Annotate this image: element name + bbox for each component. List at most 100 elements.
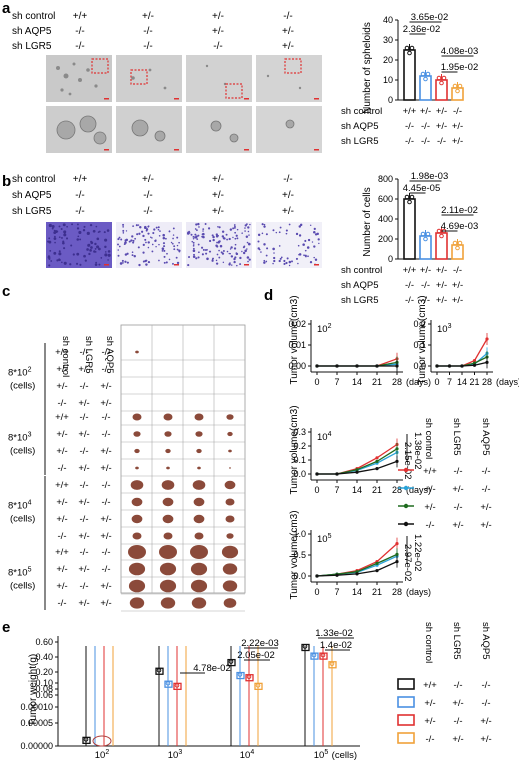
cell-dot	[51, 224, 55, 228]
cell-dot	[83, 254, 86, 258]
cell-dot	[286, 257, 289, 260]
y-tick-label: 10	[383, 75, 393, 85]
cell-dot	[134, 237, 137, 240]
cell-dot	[165, 237, 167, 240]
micrograph	[116, 55, 182, 102]
row-label: sh control	[341, 265, 382, 276]
cell-dot	[234, 256, 237, 259]
cell-dot	[195, 257, 198, 260]
cell-dot	[122, 262, 124, 264]
x-tick-label: 7	[334, 485, 339, 495]
data-point	[320, 652, 326, 658]
cell-dot	[263, 223, 266, 226]
data-point	[311, 652, 317, 658]
cell-dot	[170, 241, 173, 244]
cell-dot	[95, 225, 98, 228]
x-axis-label: (days)	[496, 377, 519, 387]
data-point	[355, 572, 359, 576]
cell-dot	[94, 242, 97, 246]
cell-dot	[62, 223, 66, 227]
cell-dot	[211, 259, 214, 262]
tumor	[193, 497, 205, 507]
genotype-cell: +/-	[56, 364, 67, 375]
genotype-cell: +/-	[100, 514, 111, 525]
genotype-cell: +/-	[78, 364, 89, 375]
data-point	[315, 472, 319, 476]
legend-header: sh control	[423, 418, 434, 459]
cell-dot	[218, 256, 221, 259]
genotype-cell: -/-	[58, 531, 67, 542]
cells-label: (cells)	[10, 513, 35, 524]
p-value: 4.45e-05	[403, 183, 441, 194]
row-label: sh control	[12, 174, 55, 185]
cell-dot	[79, 263, 82, 266]
p-value: 1.22e-02	[412, 534, 423, 572]
cell-dot	[202, 228, 205, 231]
cell-dot	[197, 251, 200, 254]
cell-dot	[142, 251, 145, 254]
tumor	[225, 498, 235, 506]
cell-dot	[229, 248, 232, 250]
legend-header: sh AQP5	[480, 418, 491, 456]
cell-dot	[152, 231, 155, 235]
genotype-cell: -/-	[102, 564, 111, 575]
y-tick-label: 0.0	[413, 361, 426, 371]
genotype-cell: -/-	[482, 484, 491, 495]
genotype-cell: -/-	[143, 190, 152, 201]
cell-dot	[132, 241, 135, 244]
data-point	[335, 364, 339, 368]
micrograph	[46, 106, 112, 153]
cell-dot	[58, 250, 61, 253]
tumor	[193, 514, 205, 524]
cell-dot	[221, 230, 225, 233]
cell-dot	[104, 253, 108, 257]
genotype-cell: -/-	[421, 295, 430, 306]
cell-dot	[192, 235, 195, 238]
cell-dot	[58, 225, 61, 228]
cell-dot	[135, 224, 138, 227]
cell-dot	[261, 223, 264, 226]
genotype-cell: -/-	[75, 26, 84, 37]
genotype-cell: +/+	[73, 174, 88, 185]
tumor	[221, 545, 239, 559]
cell-dot	[70, 244, 73, 247]
genotype-cell: +/-	[452, 520, 463, 531]
panel-letter-e: e	[2, 619, 10, 636]
cell-dot	[155, 245, 157, 248]
cell-dot	[246, 241, 249, 244]
genotype-cell: +/-	[56, 381, 67, 392]
p-value: 2.36e-02	[403, 24, 441, 35]
y-tick-label: 40	[383, 15, 393, 25]
spheroid-micrographs-top	[46, 55, 322, 102]
cell-dot	[265, 254, 268, 257]
genotype-cell: -/-	[143, 41, 152, 52]
cell-dot	[247, 230, 250, 233]
cell-dot	[278, 259, 281, 263]
cell-dot	[48, 237, 51, 240]
tumor	[129, 597, 145, 609]
dose-exponent: 4	[328, 431, 332, 438]
cell-dot	[142, 243, 145, 247]
y-axis-label: Tumor volume(cm3)	[289, 295, 300, 384]
legend-header: sh AQP5	[480, 622, 491, 660]
invasion-micrographs	[46, 222, 322, 268]
cell-dot	[304, 239, 307, 242]
cell-dot	[84, 259, 87, 262]
cell-dot	[311, 241, 314, 243]
y-tick-label: 0.00005	[20, 718, 53, 728]
data-point	[335, 472, 339, 476]
cell-dot	[63, 233, 67, 237]
cell-dot	[265, 260, 268, 263]
cell-dot	[89, 249, 92, 252]
cell-dot	[193, 244, 195, 246]
genotype-cell: -/-	[80, 381, 89, 392]
cell-dot	[49, 249, 52, 252]
cell-dot	[263, 259, 266, 262]
cell-dot	[246, 248, 248, 250]
cell-dot	[100, 257, 103, 259]
data-point	[457, 83, 463, 89]
micrograph	[116, 222, 182, 268]
panel-c-tumor-table: sh control sh LGR5 sh AQP5 8*102 (cells) +…	[8, 324, 246, 612]
genotype-cell: +/-	[212, 174, 224, 185]
